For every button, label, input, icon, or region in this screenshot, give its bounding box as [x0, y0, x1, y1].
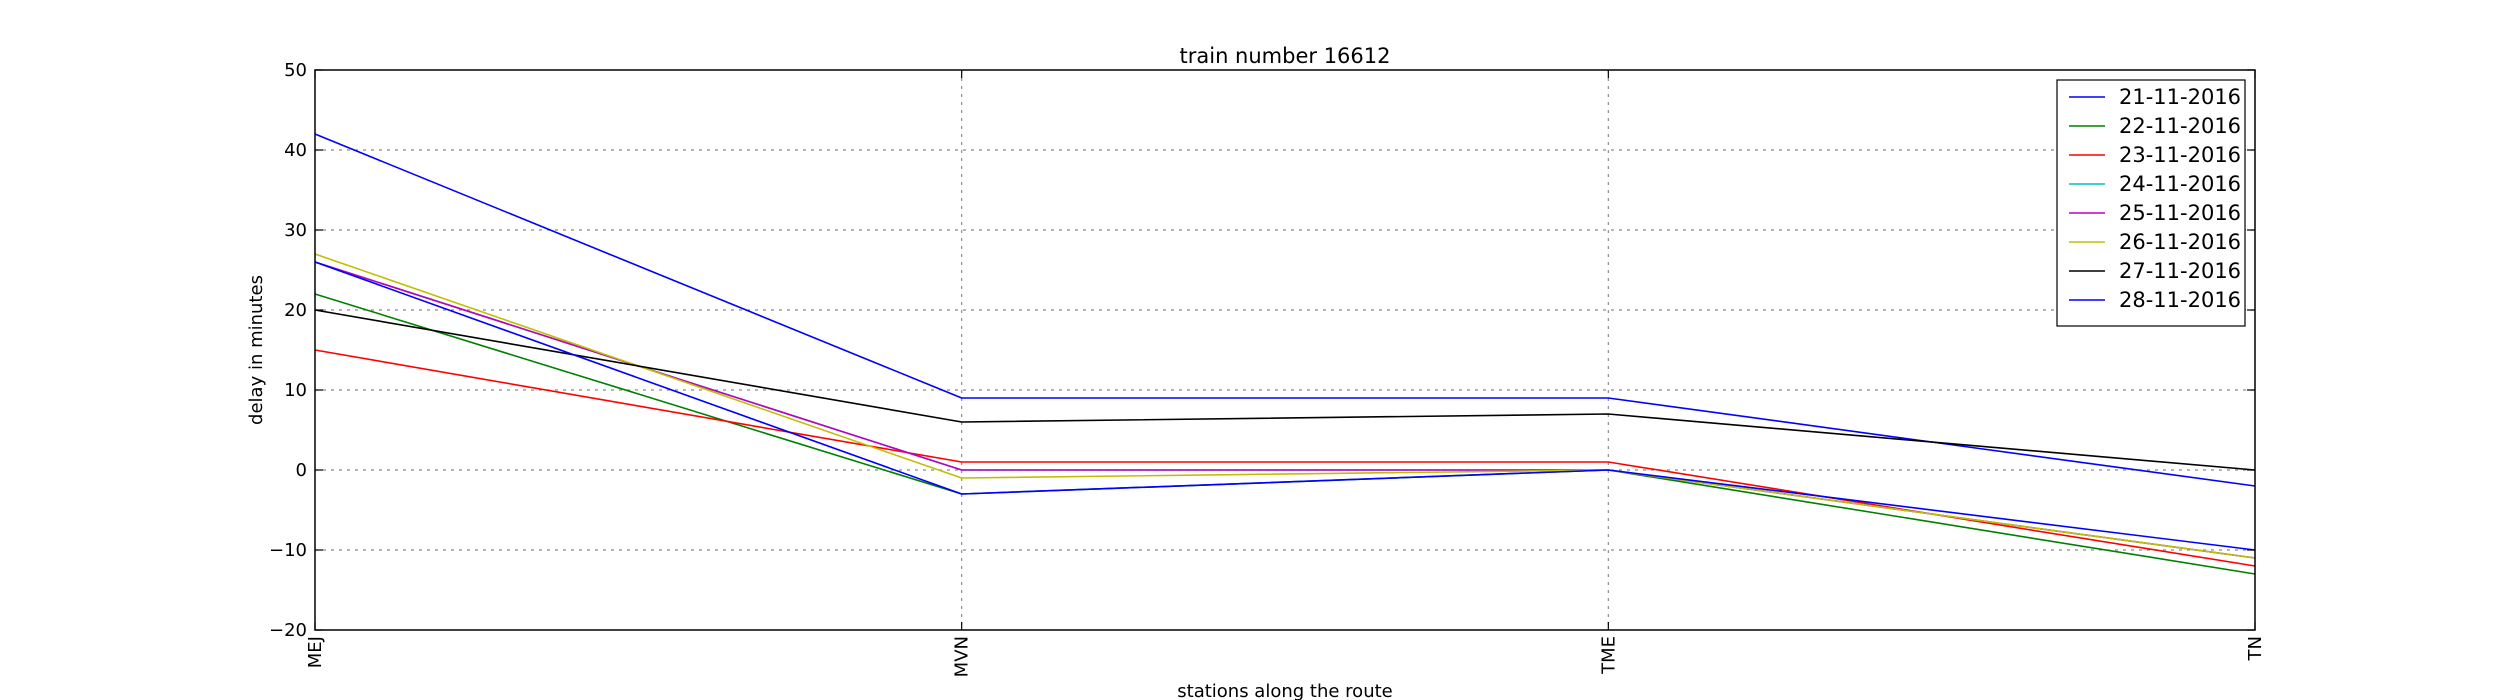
y-tick-label: 30 [284, 220, 307, 241]
x-tick-label: TN [2245, 636, 2266, 661]
legend-label: 26-11-2016 [2119, 230, 2241, 254]
legend-label: 28-11-2016 [2119, 288, 2241, 312]
legend-label: 25-11-2016 [2119, 201, 2241, 225]
x-tick-labels: MEJ MVN TME TN [305, 636, 2266, 677]
legend-label: 22-11-2016 [2119, 114, 2241, 138]
x-axis-label: stations along the route [1177, 681, 1392, 700]
legend: 21-11-2016 22-11-2016 23-11-2016 24-11-2016… [2056, 79, 2246, 327]
y-tick-label: 0 [296, 460, 307, 481]
x-tick-label: MEJ [305, 636, 326, 668]
axis-ticks [314, 69, 2256, 631]
legend-label: 21-11-2016 [2119, 85, 2241, 109]
x-tick-label: TME [1598, 636, 1619, 675]
series-line-27-11-2016 [314, 309, 2256, 471]
series-lines [314, 133, 2256, 575]
y-tick-labels: −20 −10 0 10 20 30 40 50 [269, 60, 307, 641]
y-tick-label: 10 [284, 380, 307, 401]
legend-box [2056, 79, 2246, 327]
legend-label: 24-11-2016 [2119, 172, 2241, 196]
y-tick-label: 50 [284, 60, 307, 81]
y-tick-label: −10 [269, 540, 307, 561]
plot-frame [314, 69, 2256, 631]
y-tick-label: 40 [284, 140, 307, 161]
y-tick-label: −20 [269, 620, 307, 641]
x-tick-label: MVN [952, 636, 973, 677]
legend-label: 23-11-2016 [2119, 143, 2241, 167]
series-line-28-11-2016 [314, 261, 2256, 551]
y-axis-label: delay in minutes [246, 275, 267, 425]
y-tick-label: 20 [284, 300, 307, 321]
chart-title: train number 16612 [1180, 44, 1391, 68]
legend-label: 27-11-2016 [2119, 259, 2241, 283]
